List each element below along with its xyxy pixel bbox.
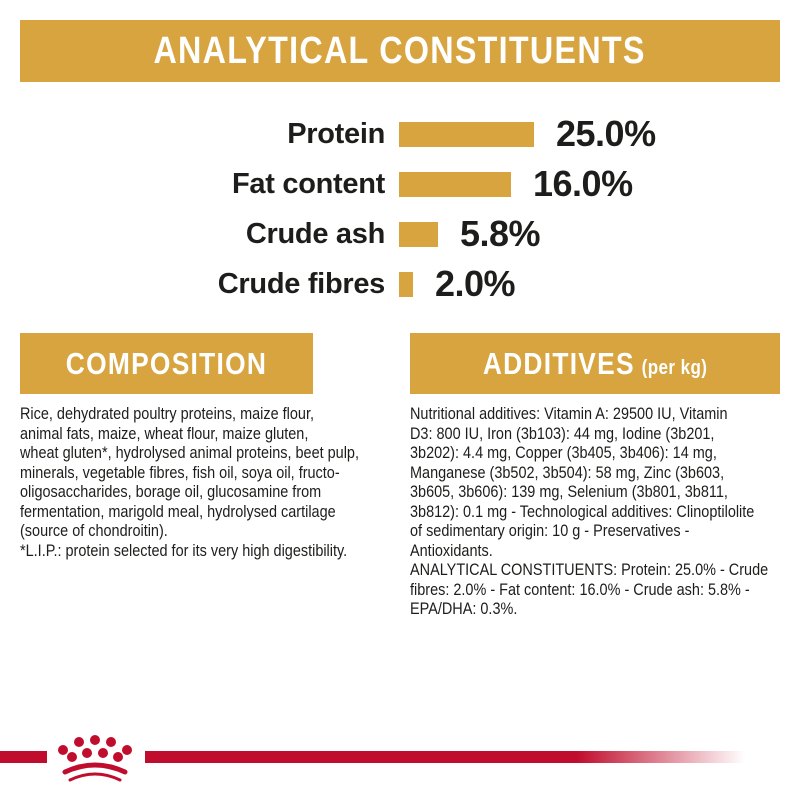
analytical-constituents-chart: Protein 25.0% Fat content 16.0% Crude ash 5.8… [0, 109, 800, 309]
chart-category-label: Protein [287, 117, 385, 150]
analytical-constituents-banner: ANALYTICAL CONSTITUENTS [20, 20, 780, 82]
additives-text-line: ANALYTICAL CONSTITUENTS: Protein: 25.0% … [410, 560, 769, 579]
additives-text-line: Nutritional additives: Vitamin A: 29500 … [410, 404, 728, 423]
additives-text-line: D3: 800 IU, Iron (3b103): 44 mg, Iodine … [410, 423, 715, 443]
additives-text-line: Manganese (3b502, 3b504): 58 mg, Zinc (3… [410, 462, 725, 482]
composition-text-line: animal fats, maize, wheat flour, maize g… [20, 423, 309, 443]
additives-title: ADDITIVES [482, 345, 635, 381]
chart-row: Crude ash 5.8% [0, 209, 800, 259]
additives-text-line: of sedimentary origin: 10 g - Preservati… [410, 521, 690, 540]
chart-bar [399, 171, 511, 197]
composition-text-line: oligosaccharides, borage oil, glucosamin… [20, 482, 322, 501]
additives-per-kg-suffix: (per kg) [641, 356, 708, 379]
chart-bar [399, 221, 438, 247]
additives-text-line: EPA/DHA: 0.3%. [410, 599, 518, 618]
analytical-constituents-title: ANALYTICAL CONSTITUENTS [153, 29, 647, 72]
chart-value-label: 5.8% [460, 213, 541, 254]
additives-text-line: 3b202): 4.4 mg, Copper (3b405, 3b406): 1… [410, 443, 717, 462]
chart-row: Protein 25.0% [0, 109, 800, 159]
chart-value-label: 2.0% [435, 263, 516, 304]
composition-text-line: minerals, vegetable fibres, fish oil, so… [20, 462, 340, 482]
composition-text-line: Rice, dehydrated poultry proteins, maize… [20, 404, 314, 423]
additives-text-line: fibres: 2.0% - Fat content: 16.0% - Crud… [410, 579, 750, 599]
additives-text: Nutritional additives: Vitamin A: 29500 … [410, 404, 768, 619]
chart-category-label: Fat content [232, 167, 385, 200]
chart-row: Fat content 16.0% [0, 159, 800, 209]
chart-bar [399, 271, 413, 297]
chart-bar [399, 121, 534, 147]
composition-text-line: *L.I.P.: protein selected for its very h… [20, 540, 348, 560]
chart-category-label: Crude fibres [217, 267, 386, 300]
chart-value-label: 25.0% [556, 113, 656, 154]
footer-stripe-left [0, 751, 47, 763]
composition-text-line: (source of chondroitin). [20, 521, 168, 540]
royal-canin-crown-icon [58, 735, 132, 782]
additives-text-line: Antioxidants. [410, 540, 493, 560]
chart-value-label: 16.0% [533, 163, 633, 204]
composition-banner: COMPOSITION [20, 333, 313, 394]
additives-text-line: 3b605, 3b606): 139 mg, Selenium (3b801, … [410, 482, 728, 501]
additives-text-line: 3b812): 0.1 mg - Technological additives… [410, 501, 755, 521]
composition-text: Rice, dehydrated poultry proteins, maize… [20, 404, 359, 560]
composition-text-line: wheat gluten*, hydrolysed animal protein… [20, 443, 359, 462]
composition-text-line: fermentation, marigold meal, hydrolysed … [20, 501, 336, 521]
composition-title: COMPOSITION [65, 345, 268, 381]
chart-row: Crude fibres 2.0% [0, 259, 800, 309]
additives-banner: ADDITIVES (per kg) [410, 333, 780, 394]
chart-category-label: Crude ash [245, 217, 385, 250]
footer-stripe-right [145, 751, 745, 763]
